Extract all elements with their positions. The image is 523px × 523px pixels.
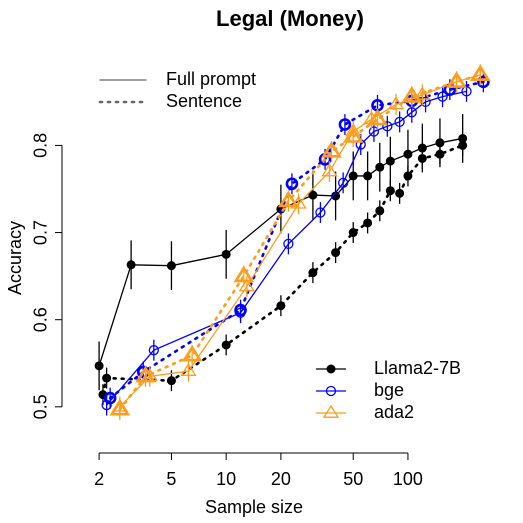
legend-label: Full prompt — [166, 69, 256, 89]
point — [417, 153, 427, 163]
point — [94, 361, 104, 371]
x-tick-label: 5 — [166, 469, 176, 489]
point — [382, 121, 393, 132]
y-tick-label: 0.8 — [31, 133, 51, 158]
legend-marker — [326, 364, 336, 374]
point — [166, 376, 176, 386]
x-tick-label: 50 — [343, 469, 363, 489]
point — [233, 265, 255, 283]
point — [435, 149, 445, 159]
point — [166, 261, 176, 271]
series-line — [108, 80, 485, 400]
point — [338, 118, 352, 131]
series-line — [101, 144, 464, 396]
point — [387, 96, 405, 110]
point — [285, 177, 299, 191]
point — [315, 207, 326, 218]
point — [103, 391, 117, 405]
legend-label: Llama2-7B — [374, 358, 461, 378]
legend-label: bge — [374, 380, 404, 400]
point — [385, 156, 395, 166]
point — [342, 126, 364, 143]
y-tick-label: 0.5 — [31, 394, 51, 419]
point — [234, 303, 247, 317]
point — [331, 248, 341, 258]
point — [337, 177, 349, 189]
point — [363, 218, 373, 228]
legend-marker — [325, 385, 337, 397]
point — [385, 186, 395, 196]
point — [395, 188, 405, 198]
legend-marker — [322, 404, 340, 418]
point — [375, 162, 385, 172]
series-line — [105, 90, 468, 406]
x-tick-label: 10 — [216, 469, 236, 489]
point — [348, 171, 358, 181]
point — [221, 340, 231, 350]
point — [148, 345, 159, 356]
x-tick-label: 20 — [271, 469, 291, 489]
y-axis-label: Accuracy — [5, 221, 25, 295]
chart-title: Legal (Money) — [216, 6, 364, 31]
point — [308, 190, 318, 200]
point — [102, 373, 112, 383]
y-tick-label: 0.7 — [31, 220, 51, 245]
point — [414, 86, 431, 100]
point — [126, 260, 136, 270]
point — [401, 86, 423, 103]
point — [278, 190, 299, 208]
point — [477, 75, 490, 89]
point — [363, 171, 373, 181]
series-line — [119, 74, 481, 408]
x-tick-label: 100 — [393, 469, 423, 489]
legend-label: Sentence — [166, 91, 242, 111]
point — [276, 301, 286, 311]
point — [403, 171, 413, 181]
point — [321, 163, 338, 177]
point — [181, 344, 203, 362]
point — [109, 398, 131, 416]
x-tick-label: 2 — [94, 469, 104, 489]
point — [135, 365, 156, 383]
point — [375, 206, 385, 216]
point — [283, 238, 294, 250]
point — [308, 268, 318, 278]
point — [446, 71, 467, 88]
point — [368, 126, 380, 137]
legend-label: ada2 — [374, 402, 414, 422]
point — [348, 228, 358, 238]
y-tick-label: 0.6 — [31, 307, 51, 332]
point — [394, 116, 405, 128]
point — [321, 141, 342, 158]
point — [221, 249, 231, 259]
point — [469, 64, 491, 81]
point — [458, 140, 468, 150]
point — [180, 362, 197, 376]
point — [367, 108, 388, 126]
point — [403, 149, 413, 159]
x-axis-label: Sample size — [205, 497, 303, 517]
